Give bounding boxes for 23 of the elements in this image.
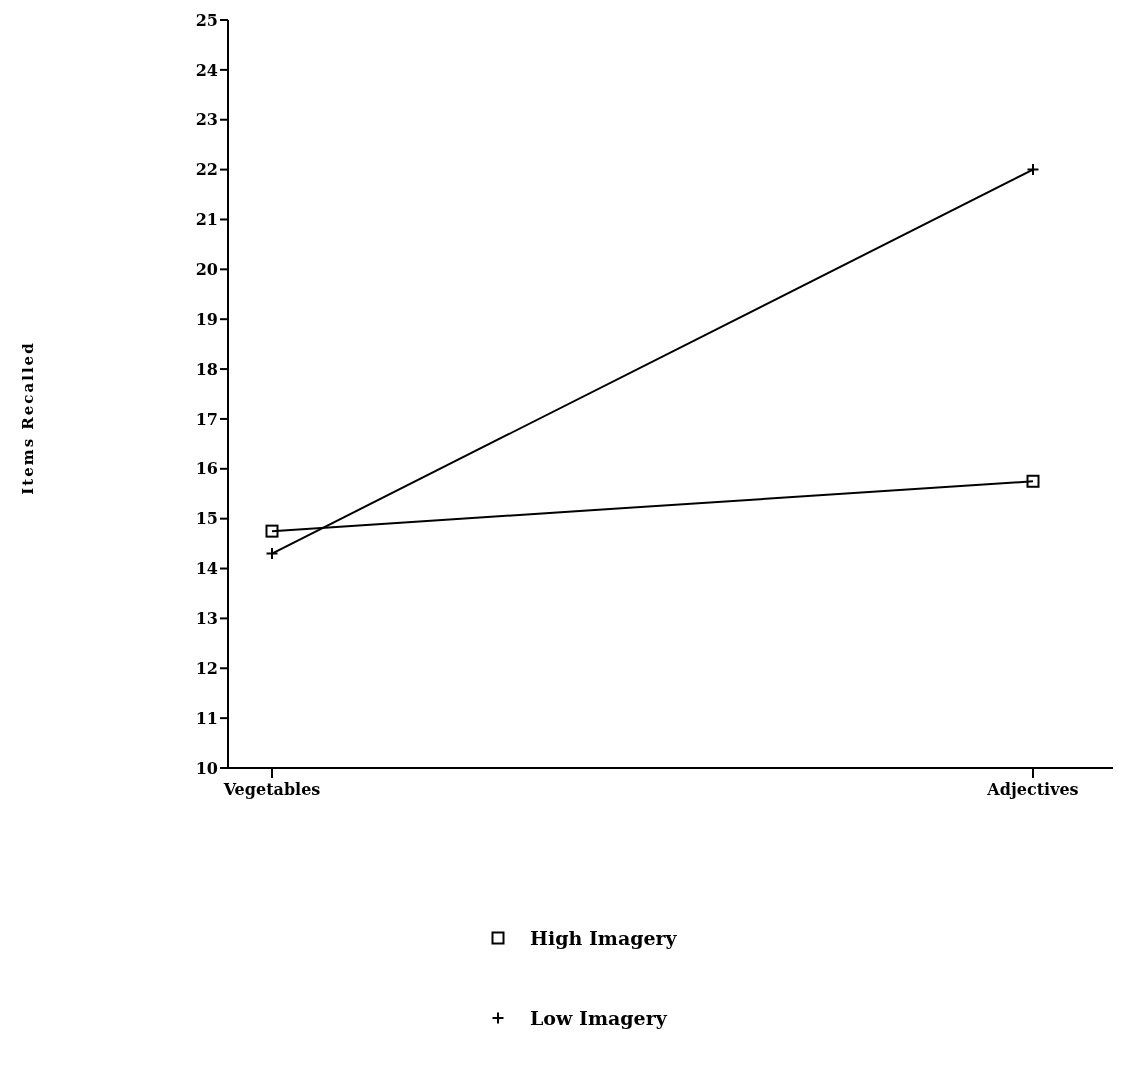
point (1026, 474, 1040, 488)
y-tick-label: 17 (195, 409, 218, 429)
y-tick-label: 24 (195, 60, 218, 80)
x-tick-label: Adjectives (986, 780, 1079, 800)
y-tick-label: 16 (195, 459, 218, 479)
y-axis-title: Items Recalled (19, 341, 38, 495)
y-tick-label: 21 (195, 210, 218, 230)
x-tick-label: Vegetables (222, 780, 321, 800)
y-tick-label: 19 (195, 309, 218, 329)
y-tick-label: 13 (195, 609, 218, 629)
legend-label: Low Imagery (530, 1007, 667, 1029)
y-tick-label: 10 (195, 758, 218, 778)
y-tick-label: 14 (195, 559, 218, 579)
y-tick-label: 15 (195, 509, 218, 529)
y-tick-label: 22 (195, 160, 218, 180)
point (265, 524, 279, 538)
y-tick-label: 12 (195, 658, 218, 678)
y-tick-label: 20 (195, 260, 218, 280)
y-tick-label: 11 (195, 708, 218, 728)
y-tick-label: 18 (195, 359, 218, 379)
y-tick-label: 25 (195, 10, 218, 30)
legend-label: High Imagery (530, 927, 677, 949)
y-tick-label: 23 (195, 110, 218, 130)
